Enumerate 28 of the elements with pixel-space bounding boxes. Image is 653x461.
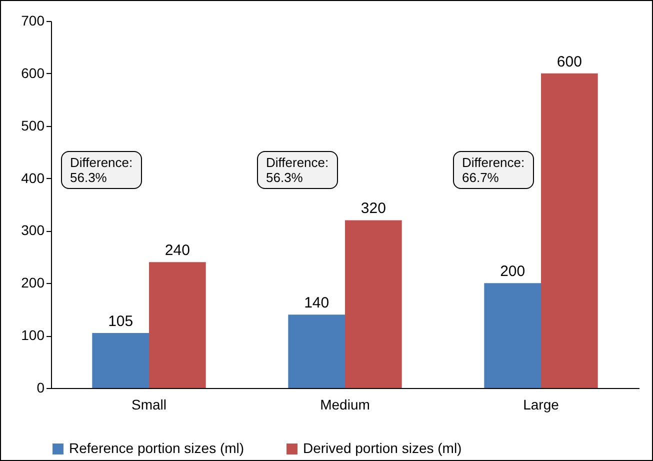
data-label: 140: [304, 294, 330, 312]
y-tick-label: 400: [21, 170, 45, 186]
annotation: Difference: 56.3%: [257, 151, 338, 189]
bar: [149, 262, 206, 388]
legend-label: Derived portion sizes (ml): [303, 440, 462, 456]
legend-label: Reference portion sizes (ml): [69, 440, 244, 456]
annotation: Difference: 66.7%: [453, 151, 534, 189]
bar: [541, 73, 598, 388]
data-label: 105: [108, 312, 134, 330]
x-tick-label: Large: [523, 396, 560, 412]
y-tick-label: 0: [36, 380, 45, 396]
x-tick-label: Small: [131, 396, 167, 412]
y-tick-label: 500: [21, 117, 45, 134]
y-tick-label: 600: [21, 64, 45, 81]
annotation: Difference: 56.3%: [61, 151, 142, 189]
data-label: 240: [164, 242, 190, 260]
y-tick-label: 300: [21, 222, 45, 238]
bar: [484, 283, 541, 388]
y-tick-label: 200: [21, 274, 45, 291]
bar: [288, 314, 345, 388]
y-tick-label: 100: [21, 327, 45, 344]
data-label: 320: [360, 200, 386, 218]
data-label: 600: [556, 53, 582, 70]
y-tick-label: 700: [21, 12, 45, 28]
x-tick-label: Medium: [320, 396, 370, 412]
bar: [92, 332, 149, 388]
data-label: 200: [500, 263, 526, 280]
bar: [345, 220, 402, 388]
